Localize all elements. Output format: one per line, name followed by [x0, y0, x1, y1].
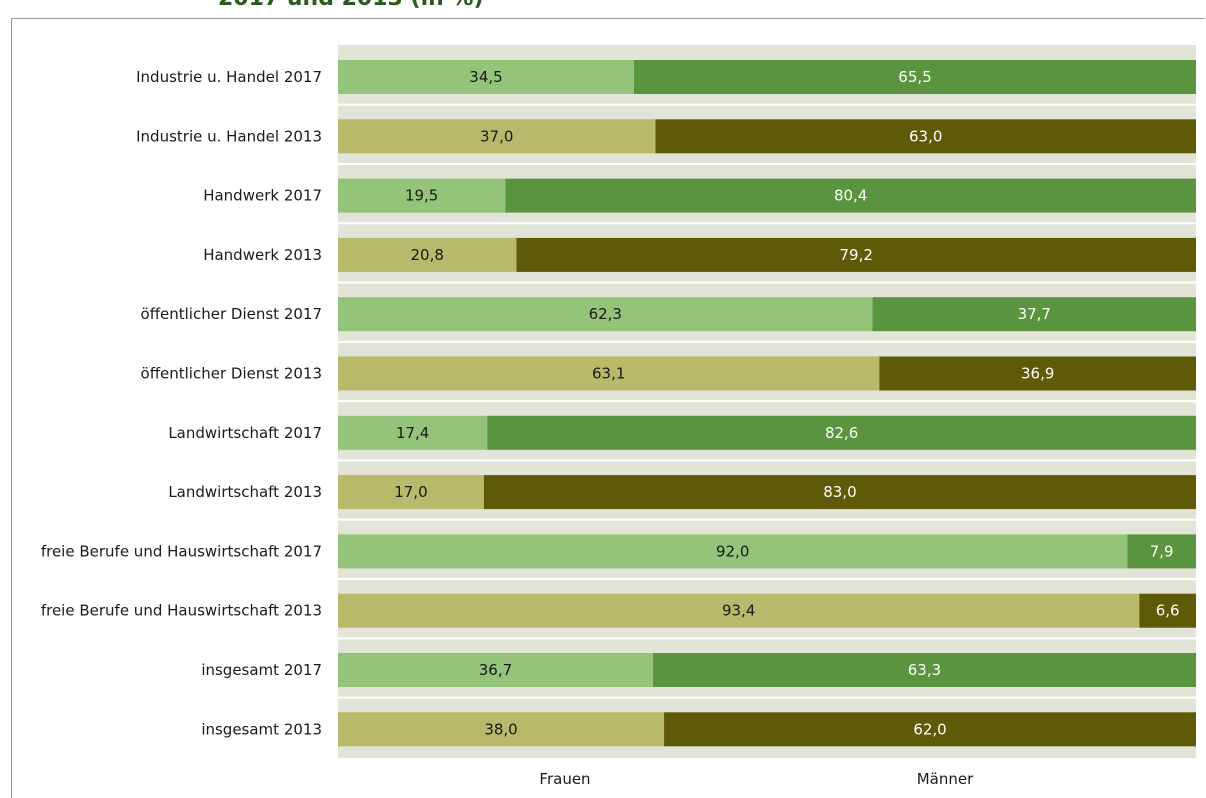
bar-frauen	[338, 593, 1140, 628]
row-tracks	[338, 103, 1196, 699]
series-label-frauen: Frauen	[539, 770, 590, 788]
bars	[338, 60, 1196, 747]
bar-maenner	[664, 712, 1196, 747]
data-label-maenner: 83,0	[823, 483, 856, 501]
data-label-maenner: 63,0	[909, 127, 942, 145]
data-label-frauen: 34,5	[469, 68, 502, 86]
bar-frauen	[338, 60, 635, 94]
data-label-frauen: 36,7	[479, 661, 512, 679]
data-label-maenner: 63,3	[908, 661, 941, 679]
bar-maenner	[1139, 593, 1196, 628]
row-separator	[338, 162, 1196, 165]
row-separator	[338, 281, 1196, 284]
category-label: Industrie u. Handel 2013	[136, 127, 322, 145]
bar-maenner	[655, 119, 1196, 154]
row-separator	[338, 400, 1196, 403]
bar-frauen	[338, 119, 656, 154]
series-axis-labels: Frauen Männer	[539, 770, 974, 788]
data-label-maenner: 79,2	[840, 246, 873, 264]
bar-frauen	[338, 297, 873, 332]
bar-maenner	[872, 297, 1196, 332]
bar-frauen	[338, 534, 1128, 569]
bar-maenner	[483, 475, 1196, 510]
data-label-frauen: 38,0	[484, 720, 517, 738]
bar-frauen	[338, 712, 665, 747]
row-separator	[338, 696, 1196, 699]
data-label-frauen: 62,3	[589, 305, 622, 323]
bar-maenner	[652, 653, 1196, 687]
data-label-maenner: 7,9	[1150, 542, 1174, 560]
data-label-frauen: 17,4	[396, 424, 429, 442]
category-label: öffentlicher Dienst 2013	[141, 365, 322, 383]
category-label: öffentlicher Dienst 2017	[141, 305, 322, 323]
bar-frauen	[338, 653, 653, 687]
category-labels: Industrie u. Handel 2017 Industrie u. Han…	[41, 68, 322, 738]
data-label-maenner: 62,0	[913, 720, 946, 738]
data-label-frauen: 37,0	[480, 127, 513, 145]
row-separator	[338, 459, 1196, 462]
category-label: freie Berufe und Hauswirtschaft 2013	[41, 602, 322, 620]
bar-maenner	[505, 178, 1196, 213]
category-label: insgesamt 2013	[201, 720, 322, 738]
row-separator	[338, 103, 1196, 106]
category-label: freie Berufe und Hauswirtschaft 2017	[41, 542, 322, 560]
category-label: Landwirtschaft 2013	[168, 483, 322, 501]
category-label: Handwerk 2017	[203, 187, 322, 205]
bar-maenner	[879, 356, 1196, 391]
data-label-maenner: 80,4	[834, 187, 867, 205]
bar-maenner	[487, 415, 1196, 450]
bar-frauen	[338, 178, 506, 213]
bar-frauen	[338, 356, 880, 391]
data-label-maenner: 82,6	[825, 424, 858, 442]
row-separator	[338, 222, 1196, 225]
data-label-frauen: 93,4	[722, 602, 755, 620]
bar-frauen	[338, 237, 517, 272]
data-label-maenner: 37,7	[1018, 305, 1051, 323]
series-label-maenner: Männer	[917, 770, 974, 788]
data-label-frauen: 20,8	[411, 246, 444, 264]
data-label-frauen: 92,0	[716, 542, 749, 560]
chart-title: 2017 und 2013 (in %)	[218, 0, 484, 11]
row-separator	[338, 578, 1196, 581]
data-label-maenner: 6,6	[1156, 602, 1180, 620]
data-labels: 34,5 65,5 37,0 63,0 19,5 80,4 20,8 79,2 62,3 37,7…	[394, 68, 1179, 738]
data-label-frauen: 63,1	[592, 365, 625, 383]
row-separator	[338, 518, 1196, 521]
bar-maenner	[634, 60, 1196, 94]
category-label: Handwerk 2013	[203, 246, 322, 264]
bar-maenner	[516, 237, 1196, 272]
category-label: Industrie u. Handel 2017	[136, 68, 322, 86]
category-label: Landwirtschaft 2017	[168, 424, 322, 442]
category-label: insgesamt 2017	[201, 661, 322, 679]
bar-frauen	[338, 475, 484, 510]
row-separator	[338, 340, 1196, 343]
data-label-maenner: 65,5	[898, 68, 931, 86]
bar-maenner	[1127, 534, 1196, 569]
chart-frame	[11, 18, 1205, 798]
data-label-frauen: 19,5	[405, 187, 438, 205]
data-label-frauen: 17,0	[394, 483, 427, 501]
data-label-maenner: 36,9	[1021, 365, 1054, 383]
bar-frauen	[338, 415, 488, 450]
row-separator	[338, 637, 1196, 640]
